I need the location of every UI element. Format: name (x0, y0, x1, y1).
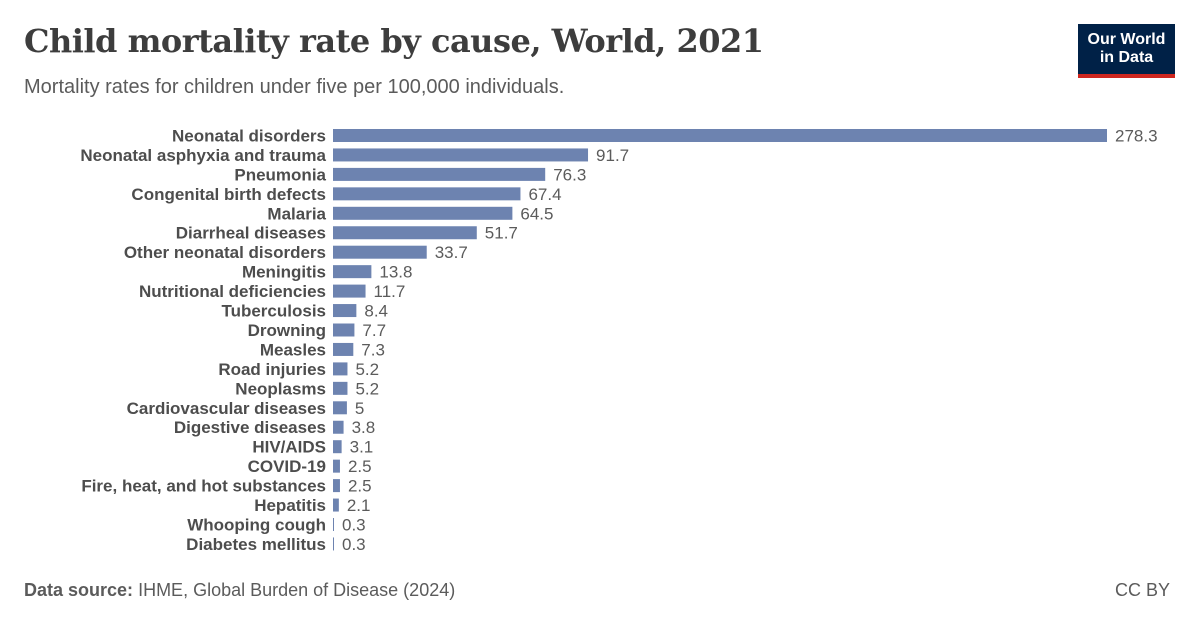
bar[interactable] (333, 459, 340, 473)
category-label: Drowning (248, 321, 326, 340)
value-label: 51.7 (485, 224, 518, 243)
bar[interactable] (333, 479, 340, 493)
data-source: Data source: IHME, Global Burden of Dise… (24, 580, 455, 601)
category-label: COVID-19 (248, 457, 326, 476)
bar[interactable] (333, 167, 546, 181)
bar[interactable] (333, 148, 589, 162)
value-label: 5 (355, 399, 364, 418)
value-label: 7.3 (361, 340, 385, 359)
data-source-label: Data source: (24, 580, 134, 600)
category-label: Hepatitis (254, 496, 326, 515)
category-label: Diabetes mellitus (186, 535, 326, 554)
bar[interactable] (333, 498, 339, 512)
value-label: 13.8 (379, 263, 412, 282)
category-label: Malaria (267, 204, 326, 223)
value-label: 64.5 (520, 204, 553, 223)
category-label: Diarrheal diseases (176, 224, 326, 243)
bar[interactable] (333, 342, 354, 356)
value-label: 3.8 (352, 418, 376, 437)
value-label: 76.3 (553, 165, 586, 184)
value-label: 5.2 (355, 360, 379, 379)
category-label: Congenital birth defects (131, 185, 326, 204)
logo-line-1: Our World (1087, 31, 1166, 48)
value-label: 7.7 (362, 321, 386, 340)
category-label: Neoplasms (235, 379, 326, 398)
category-label: Tuberculosis (221, 302, 326, 321)
value-label: 0.3 (342, 515, 366, 534)
value-label: 3.1 (350, 438, 374, 457)
value-label: 5.2 (355, 379, 379, 398)
category-label: Pneumonia (234, 165, 326, 184)
license-link[interactable]: CC BY (1114, 580, 1170, 600)
value-label: 0.3 (342, 535, 366, 554)
category-label: HIV/AIDS (252, 438, 326, 457)
category-label: Road injuries (218, 360, 326, 379)
bar[interactable] (333, 129, 1107, 142)
bar[interactable] (333, 323, 355, 337)
bar[interactable] (333, 226, 477, 240)
bar[interactable] (333, 420, 344, 434)
value-label: 2.1 (347, 496, 371, 515)
category-label: Other neonatal disorders (124, 243, 326, 262)
owid-logo[interactable]: Our World in Data (1078, 24, 1175, 78)
chart-title: Child mortality rate by cause, World, 20… (24, 22, 764, 60)
value-label: 2.5 (348, 457, 372, 476)
category-label: Measles (260, 340, 326, 359)
bar-chart: Neonatal disorders 278.3 Neonatal asphyxia… (80, 126, 1158, 554)
category-label: Meningitis (242, 263, 326, 282)
bar[interactable] (333, 401, 347, 415)
category-label: Neonatal asphyxia and trauma (80, 146, 326, 165)
chart-subtitle: Mortality rates for children under five … (24, 76, 565, 98)
bar[interactable] (333, 206, 513, 220)
bar[interactable] (333, 537, 334, 551)
bar[interactable] (333, 362, 348, 376)
data-source-text[interactable]: IHME, Global Burden of Disease (2024) (138, 580, 456, 600)
bar[interactable] (333, 187, 521, 201)
bar[interactable] (333, 284, 366, 298)
category-label: Nutritional deficiencies (139, 282, 326, 301)
category-label: Whooping cough (187, 515, 326, 534)
value-label: 11.7 (374, 282, 406, 301)
bar[interactable] (333, 381, 348, 395)
value-label: 67.4 (528, 185, 561, 204)
value-label: 91.7 (596, 146, 629, 165)
bar[interactable] (333, 245, 427, 259)
value-label: 8.4 (364, 302, 388, 321)
value-label: 2.5 (348, 477, 372, 496)
logo-line-2: in Data (1099, 49, 1154, 66)
category-label: Fire, heat, and hot substances (81, 477, 326, 496)
category-label: Cardiovascular diseases (127, 399, 326, 418)
value-label: 33.7 (435, 243, 468, 262)
value-label: 278.3 (1115, 126, 1158, 145)
bar[interactable] (333, 265, 372, 279)
bar[interactable] (333, 304, 357, 318)
category-label: Digestive diseases (174, 418, 326, 437)
category-label: Neonatal disorders (172, 126, 326, 145)
bar[interactable] (333, 518, 334, 531)
bar[interactable] (333, 440, 342, 454)
